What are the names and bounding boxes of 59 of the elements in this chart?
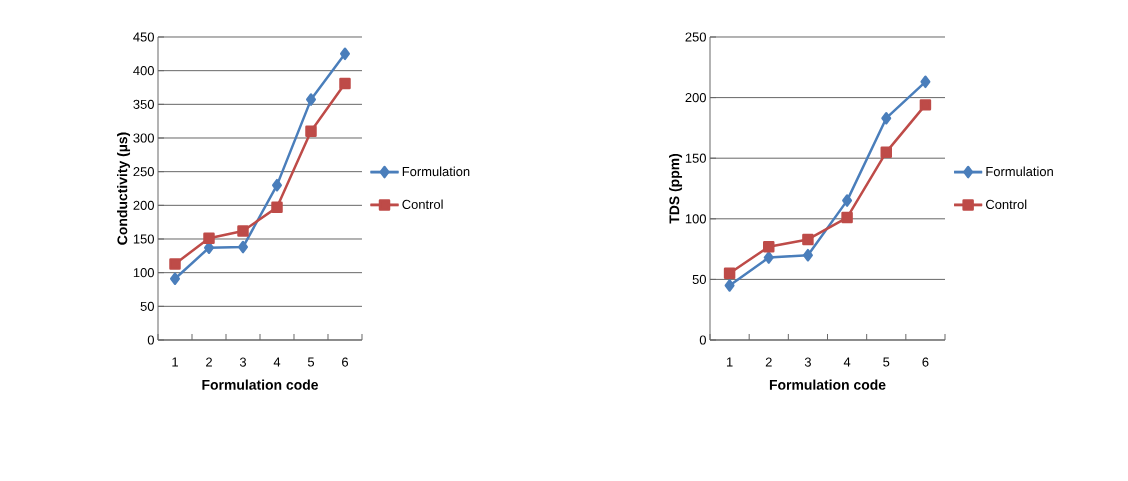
y-tick-label: 0 [699, 335, 706, 345]
x-tick-label: 2 [206, 357, 212, 367]
point [763, 251, 774, 264]
y-tick-label: 50 [140, 301, 154, 311]
point [305, 125, 317, 138]
x-tick-label: 5 [307, 357, 315, 367]
y-tick-label: 250 [133, 167, 154, 177]
x-tick-label: 1 [726, 357, 733, 367]
y-tick-label: 100 [133, 268, 154, 278]
y-tick-label: 250 [685, 32, 706, 42]
x-tick-label: 1 [172, 357, 178, 367]
point [881, 111, 892, 125]
point [237, 225, 249, 237]
x-tick-label: 2 [765, 357, 772, 367]
x-tick-label: 4 [843, 357, 851, 367]
y-tick-label: 150 [133, 234, 154, 244]
point [203, 232, 215, 245]
y-tick-label: 150 [685, 153, 706, 163]
y-tick-label: 200 [133, 200, 154, 210]
point [170, 272, 180, 285]
y-tick-label: 400 [133, 66, 154, 76]
y-tick-label: 0 [147, 335, 154, 345]
legend-label: Control [986, 199, 1027, 209]
point [802, 233, 814, 246]
point [920, 75, 931, 89]
point [723, 267, 736, 280]
legend-label: Formulation [986, 166, 1053, 177]
x-tick-label: 5 [883, 357, 890, 367]
x-tick-label: 4 [273, 357, 281, 367]
x-tick-label: 3 [804, 357, 811, 367]
y-tick-label: 450 [133, 32, 154, 42]
point [169, 258, 181, 270]
x-tick-label: 6 [922, 357, 929, 367]
point [842, 194, 853, 207]
legend-label: Formulation [402, 166, 470, 177]
x-tick-label: 3 [239, 357, 247, 367]
point [340, 47, 350, 61]
y-tick-label: 100 [685, 214, 706, 224]
x-tick-label: 6 [342, 357, 349, 367]
y-tick-label: 200 [685, 93, 706, 103]
x-axis-title: Formulation code [769, 379, 886, 390]
y-tick-label: 300 [133, 133, 154, 143]
point [271, 201, 283, 214]
point [306, 93, 316, 106]
y-tick-label: 50 [692, 274, 706, 284]
point [724, 279, 735, 292]
point [763, 240, 775, 253]
point [339, 77, 351, 90]
point [841, 211, 853, 224]
y-tick-label: 350 [133, 99, 154, 109]
point [880, 146, 893, 158]
point [919, 99, 932, 111]
y-axis-title: TDS (ppm) [669, 153, 683, 224]
x-axis-title: Formulation code [202, 379, 319, 390]
legend-label: Control [402, 199, 443, 209]
point [802, 248, 813, 262]
point [238, 240, 248, 254]
point [272, 178, 282, 192]
y-axis-title: Conductivity (µs) [117, 132, 131, 245]
